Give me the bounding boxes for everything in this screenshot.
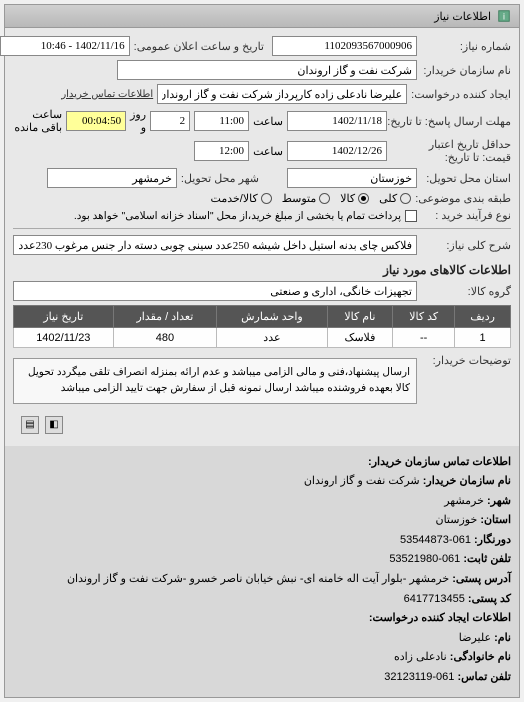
days-input[interactable]: [150, 111, 190, 131]
cell-date: 1402/11/23: [14, 328, 114, 348]
family-lbl: نام خانوادگی:: [450, 651, 511, 663]
contact-link[interactable]: اطلاعات تماس خریدار: [61, 89, 153, 100]
fax-val: 061-53544873: [400, 534, 471, 546]
creator-input[interactable]: [157, 84, 407, 104]
col-date: تاریخ نیاز: [14, 306, 114, 328]
creator-title: اطلاعات ایجاد کننده درخواست:: [369, 612, 511, 624]
deliver-until-time-input[interactable]: [194, 141, 249, 161]
radio-khadamat-label: کالا/خدمت: [211, 192, 258, 205]
remaining-label: ساعت باقی مانده: [13, 108, 62, 134]
toolbar-btn-1[interactable]: ◧: [45, 416, 63, 434]
time-label-1: ساعت: [253, 115, 283, 128]
buyer-desc-box: ارسال پیشنهاد،فنی و مالی الزامی میباشد و…: [13, 358, 417, 404]
cell-name: فلاسک: [327, 328, 392, 348]
radio-kala[interactable]: کالا: [340, 192, 369, 205]
subject-label: شرح کلی نیاز:: [421, 239, 511, 252]
deadline-time-input[interactable]: [194, 111, 249, 131]
address-lbl: آدرس پستی:: [452, 573, 511, 585]
city-val: خرمشهر: [444, 495, 484, 507]
toolbar: ◧ ▤: [13, 412, 511, 438]
radio-mid[interactable]: متوسط: [282, 192, 331, 205]
contact-block: اطلاعات تماس سازمان خریدار: نام سازمان خ…: [5, 446, 519, 697]
deadline-label: مهلت ارسال پاسخ: تا تاریخ:: [391, 115, 511, 128]
days-label: روز و: [130, 108, 146, 134]
datetime-label: تاریخ و ساعت اعلان عمومی:: [134, 40, 264, 53]
org-val: شرکت نفت و گاز اروندان: [304, 475, 420, 487]
province-input[interactable]: [287, 168, 417, 188]
deadline-date-input[interactable]: [287, 111, 387, 131]
radio-all-circle: [400, 193, 411, 204]
buyer-label: نام سازمان خریدار:: [421, 64, 511, 77]
request-no-input[interactable]: [272, 36, 417, 56]
city-input[interactable]: [47, 168, 177, 188]
toolbar-btn-2[interactable]: ▤: [21, 416, 39, 434]
col-qty: تعداد / مقدار: [113, 306, 216, 328]
deliver-until-date-input[interactable]: [287, 141, 387, 161]
fax-lbl: دورنگار:: [474, 534, 511, 546]
datetime-input[interactable]: [0, 36, 130, 56]
main-panel: i اطلاعات نیاز شماره نیاز: تاریخ و ساعت …: [4, 4, 520, 698]
radio-khadamat-circle: [261, 193, 272, 204]
radio-all[interactable]: کلی: [379, 192, 411, 205]
process-checkbox[interactable]: [405, 210, 417, 222]
time-label-2: ساعت: [253, 145, 283, 158]
postal-val: 6417713455: [404, 593, 465, 605]
remaining-input: [66, 111, 126, 131]
phone-val: 061-53521980: [389, 553, 460, 565]
radio-mid-label: متوسط: [282, 192, 317, 205]
col-unit: واحد شمارش: [217, 306, 328, 328]
request-no-label: شماره نیاز:: [421, 40, 511, 53]
radio-mid-circle: [319, 193, 330, 204]
city-lbl: شهر:: [487, 495, 511, 507]
radio-kala-circle: [358, 193, 369, 204]
info-icon: i: [497, 9, 511, 23]
panel-header: i اطلاعات نیاز: [5, 5, 519, 28]
name-val: علیرضا: [459, 632, 491, 644]
subject-input[interactable]: [13, 235, 417, 255]
group-label: گروه کالا:: [421, 285, 511, 298]
panel-title: اطلاعات نیاز: [434, 10, 491, 23]
contact-title: اطلاعات تماس سازمان خریدار:: [368, 456, 511, 468]
goods-section-title: اطلاعات کالاهای مورد نیاز: [13, 263, 511, 277]
table-header-row: ردیف کد کالا نام کالا واحد شمارش تعداد /…: [14, 306, 511, 328]
divider-1: [13, 228, 511, 229]
col-name: نام کالا: [327, 306, 392, 328]
city-label: شهر محل تحویل:: [181, 172, 259, 185]
name-lbl: نام:: [494, 632, 511, 644]
group-input[interactable]: [13, 281, 417, 301]
form-area: شماره نیاز: تاریخ و ساعت اعلان عمومی: نا…: [5, 28, 519, 446]
province2-val: خوزستان: [435, 514, 477, 526]
process-label: نوع فرآیند خرید :: [421, 209, 511, 222]
budget-type-label: طبقه بندی موضوعی:: [415, 192, 511, 205]
province-label: استان محل تحویل:: [421, 172, 511, 185]
checkbox-label: پرداخت تمام یا بخشی از مبلغ خرید،از محل …: [74, 210, 401, 222]
cell-code: --: [393, 328, 455, 348]
phone-lbl: تلفن ثابت:: [463, 553, 511, 565]
cell-row: 1: [455, 328, 511, 348]
buyer-input[interactable]: [117, 60, 417, 80]
goods-table: ردیف کد کالا نام کالا واحد شمارش تعداد /…: [13, 305, 511, 348]
table-row[interactable]: 1 -- فلاسک عدد 480 1402/11/23: [14, 328, 511, 348]
tel-lbl: تلفن تماس:: [457, 671, 511, 683]
radio-all-label: کلی: [379, 192, 397, 205]
buyer-desc-label: توضیحات خریدار:: [421, 354, 511, 367]
tel-val: 061-32123119: [384, 671, 454, 683]
deliver-until-label: حداقل تاریخ اعتبار قیمت: تا تاریخ:: [391, 138, 511, 164]
radio-khadamat[interactable]: کالا/خدمت: [211, 192, 272, 205]
province2-lbl: استان:: [480, 514, 511, 526]
radio-kala-label: کالا: [340, 192, 355, 205]
creator-label: ایجاد کننده درخواست:: [411, 88, 511, 101]
col-code: کد کالا: [393, 306, 455, 328]
family-val: نادعلی زاده: [394, 651, 447, 663]
svg-text:i: i: [503, 12, 505, 22]
address-val: خرمشهر -بلوار آیت اله خامنه ای- نبش خیاب…: [67, 573, 449, 585]
org-lbl: نام سازمان خریدار:: [423, 475, 511, 487]
postal-lbl: کد پستی:: [468, 593, 511, 605]
radio-group-1: کلی کالا متوسط کالا/خدمت: [211, 192, 412, 205]
cell-qty: 480: [113, 328, 216, 348]
col-row: ردیف: [455, 306, 511, 328]
cell-unit: عدد: [217, 328, 328, 348]
